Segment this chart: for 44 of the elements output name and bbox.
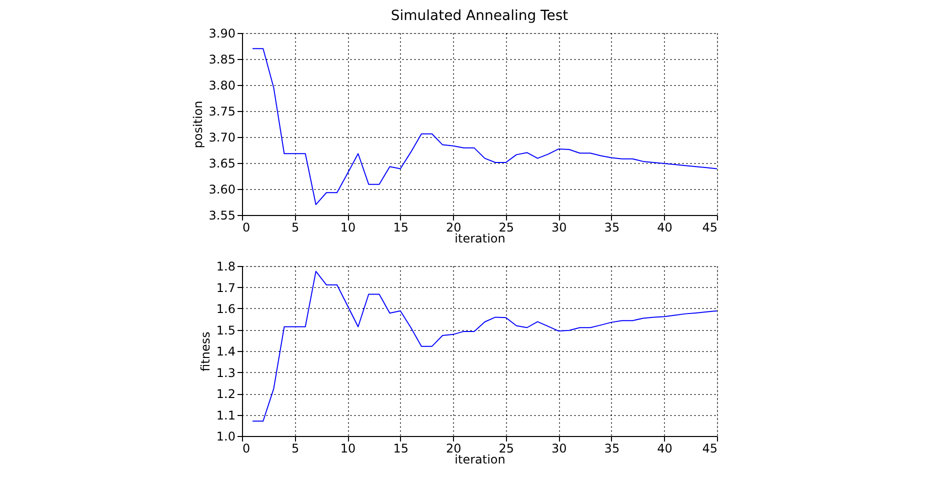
x-tick-label: 45 [702,442,718,456]
x-tick-label: 5 [291,442,300,456]
x-tick-label: 40 [657,220,672,234]
x-tick-label: 0 [242,442,250,456]
y-tick-label: 3.90 [208,26,236,40]
x-tick-label: 30 [552,220,567,234]
line-series [252,48,717,206]
y-tick-label: 1.0 [216,430,236,444]
y-tick-label: 3.85 [208,52,236,66]
y-tick-label: 3.60 [208,182,236,196]
x-tick-label: 5 [291,220,300,234]
x-tick-label: 10 [340,220,356,234]
x-axis-title: iteration [454,452,506,466]
x-tick-label: 45 [702,220,718,234]
y-tick-label: 1.8 [216,260,236,274]
y-tick-label: 3.75 [208,104,236,118]
y-axis-title: fitness [198,332,212,372]
x-tick-label: 30 [552,442,567,456]
y-tick-label: 1.7 [216,280,236,295]
x-tick-label: 0 [242,220,250,234]
x-tick-label: 20 [446,442,462,456]
y-tick-label: 1.6 [216,302,236,316]
x-tick-label: 15 [393,442,408,456]
x-tick-label: 35 [604,442,620,456]
x-tick-label: 25 [498,220,514,234]
x-tick-label: 25 [498,442,514,456]
x-axis-title: iteration [454,232,506,246]
y-tick-label: 3.70 [208,130,236,144]
x-tick-label: 40 [657,442,672,456]
y-tick-label: 1.3 [216,366,236,380]
y-tick-label: 1.4 [216,344,236,358]
x-tick-label: 20 [446,220,462,234]
x-tick-label: 15 [393,220,408,234]
y-tick-label: 3.80 [208,78,236,92]
chart-title: Simulated Annealing Test [390,8,569,24]
y-tick-label: 1.2 [216,387,236,401]
y-tick-label: 3.65 [208,156,236,170]
line-series [252,270,717,422]
x-tick-label: 35 [604,220,620,234]
x-tick-label: 10 [340,442,356,456]
y-tick-label: 3.55 [208,208,236,222]
y-tick-label: 1.1 [216,408,236,422]
y-axis-title: position [190,100,205,148]
y-tick-label: 1.5 [216,323,236,338]
